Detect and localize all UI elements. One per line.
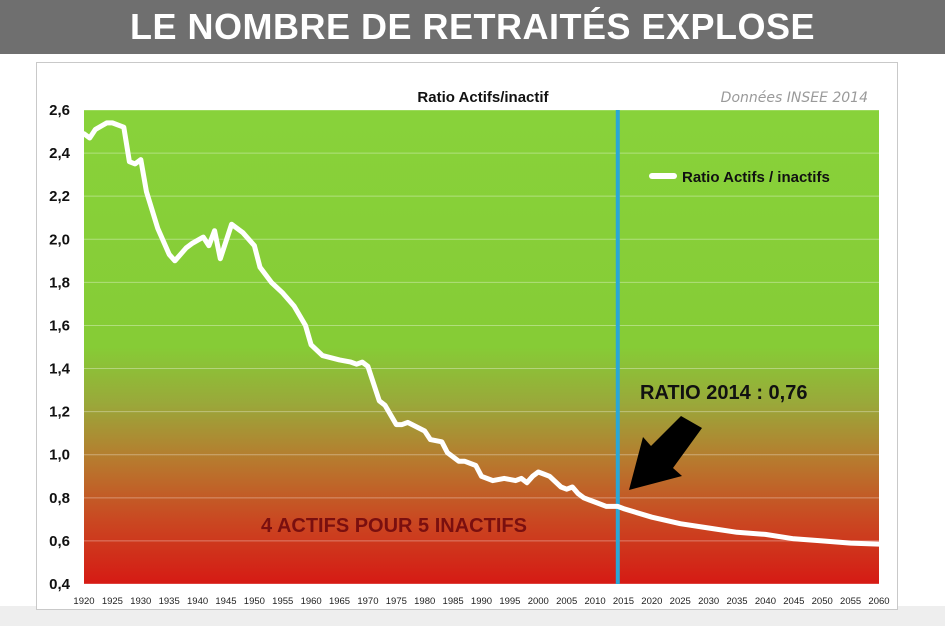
y-tick-label: 1,0 [49,447,70,464]
x-tick-label: 2030 [698,596,719,607]
legend: Ratio Actifs / inactifs [649,169,830,186]
x-tick-label: 1940 [187,596,208,607]
y-tick-label: 2,2 [49,188,70,205]
x-tick-label: 1920 [73,596,94,607]
x-tick-label: 1975 [386,596,407,607]
x-tick-label: 1945 [215,596,236,607]
x-tick-label: 1970 [357,596,378,607]
y-tick-label: 0,6 [49,533,70,550]
source-note: Données INSEE 2014 [721,90,868,106]
y-tick-label: 1,2 [49,404,70,421]
x-tick-label: 1935 [159,596,180,607]
y-tick-label: 0,8 [49,490,70,507]
x-tick-label: 1930 [130,596,151,607]
x-tick-label: 1995 [499,596,520,607]
x-tick-label: 2000 [528,596,549,607]
x-tick-label: 2040 [755,596,776,607]
bottom-band [0,606,945,626]
annotation-ratio-2014: RATIO 2014 : 0,76 [640,382,807,404]
x-tick-label: 2035 [726,596,747,607]
x-tick-label: 2010 [585,596,606,607]
legend-label: Ratio Actifs / inactifs [682,169,830,186]
y-axis-ticks: 2,6 2,4 2,2 2,0 1,8 1,6 1,4 1,2 1,0 0,8 0,6 0,4 [49,102,71,593]
x-tick-label: 2045 [783,596,804,607]
y-tick-label: 1,4 [49,361,71,378]
y-tick-label: 0,4 [49,576,71,593]
title-banner: LE NOMBRE DE RETRAITÉS EXPLOSE [0,0,945,54]
x-tick-label: 1980 [414,596,435,607]
x-tick-label: 1960 [301,596,322,607]
x-axis-ticks: 1920 1925 1930 1935 1940 1945 1950 1955 1960 1965… [73,596,889,607]
x-tick-label: 1965 [329,596,350,607]
y-tick-label: 1,6 [49,317,70,334]
y-tick-label: 1,8 [49,274,70,291]
y-tick-label: 2,0 [49,231,70,248]
x-tick-label: 2005 [556,596,577,607]
x-tick-label: 2055 [840,596,861,607]
y-tick-label: 2,4 [49,145,71,162]
page-title: LE NOMBRE DE RETRAITÉS EXPLOSE [129,6,816,47]
x-tick-label: 1925 [102,596,123,607]
chart-title: Ratio Actifs/inactif [417,89,549,106]
y-tick-label: 2,6 [49,102,70,119]
x-tick-label: 1990 [471,596,492,607]
x-tick-label: 1955 [272,596,293,607]
x-tick-label: 2020 [641,596,662,607]
arrow-icon [629,416,702,490]
annotation-actifs-inactifs: 4 ACTIFS POUR 5 INACTIFS [261,515,527,537]
x-tick-label: 2015 [613,596,634,607]
x-tick-label: 2050 [812,596,833,607]
x-tick-label: 1950 [244,596,265,607]
x-tick-label: 2060 [868,596,889,607]
series-line-ratio [81,120,882,547]
x-tick-label: 2025 [670,596,691,607]
plot-background [84,110,879,584]
x-tick-label: 1985 [443,596,464,607]
